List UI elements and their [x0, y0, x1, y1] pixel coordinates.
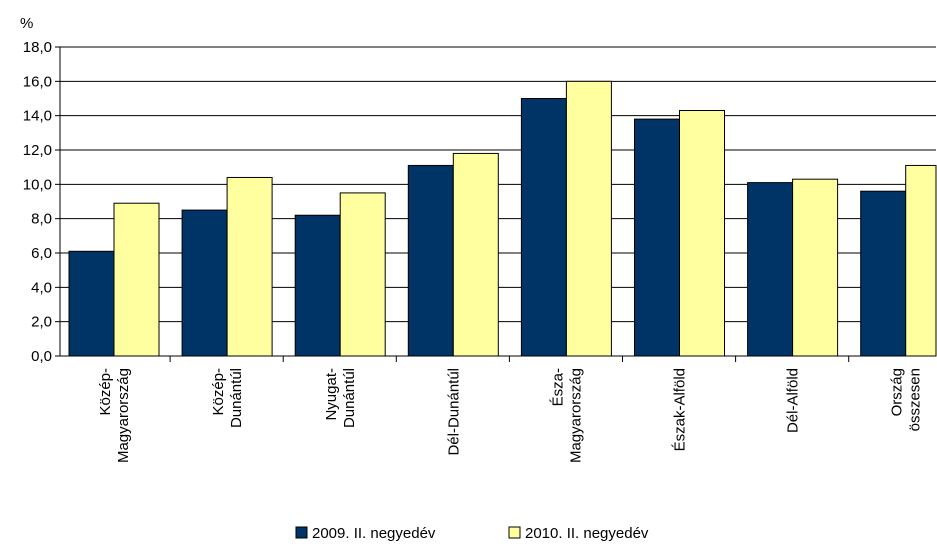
- y-tick-label: 2,0: [31, 314, 52, 331]
- category-label-line: Ország: [889, 368, 906, 416]
- category-label-line: Dunántúl: [228, 368, 245, 428]
- x-category-label: Nyugat- Dunántúl: [323, 368, 358, 428]
- category-label-line: Dél-Dunántúl: [445, 368, 462, 456]
- y-tick-label: 16,0: [23, 73, 52, 90]
- x-category-labels: Közép- Magyarország Közép- Dunántúl Nyugat- D…: [97, 368, 924, 463]
- bar-2009: [747, 182, 794, 357]
- bar-2009: [68, 250, 115, 357]
- y-tick-labels: 0,0 2,0 4,0 6,0 8,0 10,0 12,0 14,0 16,0 18,0: [23, 39, 52, 365]
- legend: 2009. II. negyedév 2010. II. negyedév: [295, 525, 649, 542]
- y-tick-label: 14,0: [23, 108, 52, 125]
- y-tick-label: 12,0: [23, 142, 52, 159]
- category-label-line: Észak-Alföld: [672, 368, 689, 451]
- bar-2009: [634, 118, 680, 357]
- y-tick-label: 10,0: [23, 176, 52, 193]
- x-category-label: Észak-Alföld: [672, 368, 689, 451]
- y-tick-label: 8,0: [31, 211, 52, 228]
- bar-2010: [905, 164, 937, 357]
- bar-2009: [407, 164, 454, 357]
- x-category-label: Közép- Magyarország: [97, 368, 132, 463]
- category-label-line: Magyarország: [115, 368, 132, 463]
- category-label-line: Dél-Alföld: [785, 368, 802, 433]
- category-label-line: Dunántúl: [341, 368, 358, 428]
- axes: [59, 47, 936, 357]
- legend-label-2009: 2009. II. negyedév: [312, 525, 436, 542]
- bar-2010: [679, 110, 725, 357]
- y-axis-label: %: [20, 15, 33, 32]
- x-category-label: Dél-Alföld: [785, 368, 802, 433]
- y-tick-label: 18,0: [23, 39, 52, 56]
- y-tick-label: 0,0: [31, 348, 52, 365]
- bars: [68, 80, 937, 357]
- bar-2010: [792, 178, 839, 357]
- legend-swatch-2009: [295, 526, 308, 539]
- bar-2009: [520, 98, 567, 357]
- category-label-line: Nyugat-: [323, 368, 340, 421]
- bar-2009: [860, 190, 907, 357]
- legend-label-2010: 2010. II. negyedév: [525, 525, 649, 542]
- bar-2010: [226, 176, 273, 357]
- x-category-label: Közép- Dunántúl: [210, 368, 245, 428]
- y-tick-label: 6,0: [31, 245, 52, 262]
- bar-2010: [452, 152, 499, 357]
- bar-2009: [181, 209, 228, 357]
- category-label-line: Közép-: [210, 368, 227, 416]
- category-label-line: összesen: [907, 368, 924, 431]
- category-label-line: Közép-: [97, 368, 114, 416]
- x-category-label: Észa- Magyarország: [549, 368, 584, 463]
- legend-swatch-2010: [508, 526, 521, 539]
- bar-2010: [113, 202, 160, 357]
- category-label-line: Magyarország: [567, 368, 584, 463]
- x-category-label: Dél-Dunántúl: [445, 368, 462, 456]
- category-label-line: Észa-: [549, 368, 566, 406]
- bar-2009: [294, 214, 341, 357]
- x-category-label: Ország összesen: [889, 368, 924, 431]
- bar-2010: [339, 192, 386, 357]
- bar-2010: [565, 80, 612, 357]
- y-tick-label: 4,0: [31, 279, 52, 296]
